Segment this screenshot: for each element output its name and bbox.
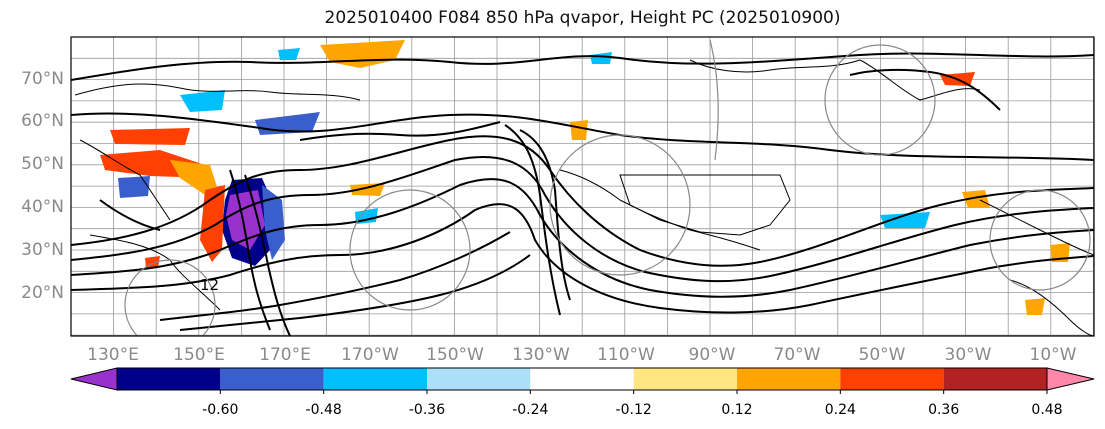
colorbar-tick-label: 0.24 — [825, 402, 856, 418]
negative-anomaly-alaska — [180, 90, 225, 112]
colorbar-extend-high — [1046, 367, 1095, 391]
negative-anomaly-arctic — [278, 48, 300, 60]
latitude-label: 20°N — [21, 283, 64, 303]
latitude-label: 60°N — [21, 111, 64, 131]
positive-anomaly-east — [200, 185, 225, 262]
colorbar-tick-label: 0.12 — [721, 402, 752, 418]
colorbar-tick-label: -0.12 — [616, 402, 652, 418]
negative-anomaly-west — [118, 176, 150, 198]
negative-anomaly-atlantic — [880, 212, 930, 228]
latitude-label: 50°N — [21, 154, 64, 174]
latitude-label: 40°N — [21, 197, 64, 217]
reference-contours — [124, 39, 1091, 336]
colorbar-swatch — [633, 368, 737, 390]
colorbar-tick-label: -0.24 — [512, 402, 548, 418]
colorbar: -0.60 -0.48 -0.36 -0.24 -0.12 0.12 0.24 0.36 0.4… — [70, 367, 1095, 418]
colorbar-extend-low — [70, 367, 118, 391]
longitude-label: 150°E — [173, 345, 225, 365]
positive-anomaly-canada — [570, 120, 588, 140]
positive-anomaly-atlantic — [962, 190, 990, 208]
longitude-label: 110°W — [597, 345, 655, 365]
colorbar-swatch — [840, 368, 944, 390]
longitude-label: 170°E — [259, 345, 311, 365]
negative-edge — [262, 185, 285, 260]
positive-anomaly-euro — [1050, 243, 1070, 262]
longitude-label: 70°W — [774, 345, 821, 365]
map-title: 2025010400 F084 850 hPa qvapor, Height P… — [324, 8, 841, 28]
colorbar-swatch — [220, 368, 324, 390]
positive-anomaly-siberia — [110, 128, 190, 145]
colorbar-swatch — [323, 368, 427, 390]
colorbar-tick-label: -0.36 — [409, 402, 445, 418]
positive-anomaly-asia-ring — [170, 160, 218, 195]
colorbar-tick-label: -0.48 — [306, 402, 342, 418]
negative-anomaly-centre — [590, 52, 612, 64]
colorbar-outline — [116, 367, 1048, 391]
longitude-label: 10°W — [1030, 345, 1077, 365]
longitude-label: 30°W — [945, 345, 992, 365]
longitude-labels: 130°E 150°E 170°E 170°W 150°W 130°W 110°W 90°W 7… — [87, 345, 1077, 365]
colorbar-swatch — [117, 368, 221, 390]
colorbar-tick-label: -0.60 — [202, 402, 238, 418]
map-plot-area: 12 — [71, 37, 1094, 336]
colorbar-swatch — [737, 368, 841, 390]
longitude-label: 170°W — [341, 345, 399, 365]
positive-anomaly-africa — [1025, 298, 1045, 315]
longitude-label: 90°W — [689, 345, 736, 365]
latitude-label: 70°N — [21, 69, 64, 89]
longitude-label: 130°E — [87, 345, 139, 365]
colorbar-tick-label: 0.36 — [928, 402, 959, 418]
colorbar-tick-label: 0.48 — [1031, 402, 1062, 418]
longitude-label: 50°W — [859, 345, 906, 365]
colorbar-swatch — [943, 368, 1047, 390]
map-frame — [70, 36, 1095, 337]
colorbar-swatch — [530, 368, 634, 390]
longitude-label: 150°W — [426, 345, 484, 365]
longitude-label: 130°W — [512, 345, 570, 365]
contour-label: 12 — [200, 276, 219, 294]
latitude-label: 30°N — [21, 240, 64, 260]
colorbar-swatch — [427, 368, 531, 390]
latitude-labels: 70°N 60°N 50°N 40°N 30°N 20°N — [21, 69, 64, 303]
